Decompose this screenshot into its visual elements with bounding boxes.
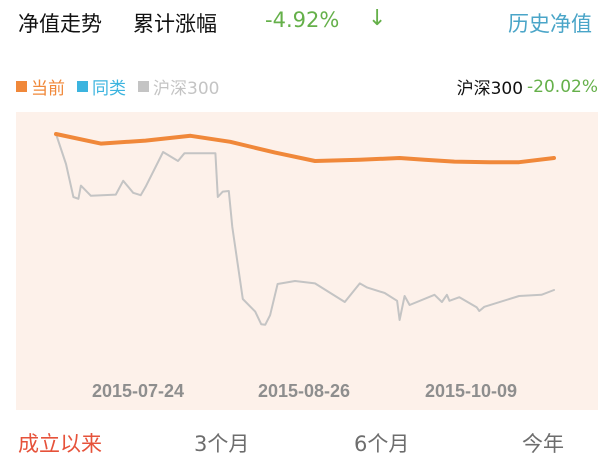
x-tick-label: 2015-08-26 bbox=[258, 381, 350, 401]
legend-label-csi300: 沪深300 bbox=[153, 78, 220, 99]
chart-title: 净值走势 bbox=[18, 12, 102, 36]
benchmark-label: 沪深300 bbox=[456, 79, 524, 99]
benchmark-value: -20.02% bbox=[527, 76, 598, 97]
legend-swatch-peer bbox=[77, 80, 88, 92]
tab-since-inception[interactable]: 成立以来 bbox=[18, 432, 102, 456]
series-line-current bbox=[54, 132, 556, 165]
down-arrow-icon: ↓ bbox=[368, 6, 387, 31]
legend-label-current: 当前 bbox=[31, 78, 65, 99]
tab-3-months[interactable]: 3个月 bbox=[194, 432, 250, 456]
series-line-csi300 bbox=[55, 133, 555, 326]
benchmark-summary: 沪深300 -20.02% bbox=[456, 74, 598, 100]
history-nav-link[interactable]: 历史净值 bbox=[508, 12, 592, 36]
x-axis-ticks: 2015-07-24 2015-08-26 2015-10-09 bbox=[92, 381, 517, 401]
period-tabs: 成立以来 3个月 6个月 今年 bbox=[0, 418, 610, 466]
legend-label-peer: 同类 bbox=[92, 78, 126, 99]
x-tick-label: 2015-07-24 bbox=[92, 381, 184, 401]
legend-swatch-current bbox=[16, 80, 27, 92]
tab-this-year[interactable]: 今年 bbox=[522, 432, 564, 456]
legend-item-csi300: 沪深300 bbox=[138, 74, 219, 99]
tab-6-months[interactable]: 6个月 bbox=[354, 432, 410, 456]
chart-area: 2015-07-24 2015-08-26 2015-10-09 bbox=[16, 112, 598, 410]
x-tick-label: 2015-10-09 bbox=[425, 381, 517, 401]
cumulative-gain-label: 累计涨幅 bbox=[133, 12, 217, 36]
chart-legend: 当前 同类 沪深300 bbox=[16, 74, 231, 99]
legend-item-peer: 同类 bbox=[77, 74, 126, 99]
legend-item-current: 当前 bbox=[16, 74, 65, 99]
series-layer bbox=[54, 132, 556, 326]
header: 净值走势 累计涨幅 -4.92% ↓ 历史净值 bbox=[0, 0, 610, 50]
legend-swatch-csi300 bbox=[138, 80, 149, 92]
cumulative-gain-value: -4.92% bbox=[265, 8, 340, 32]
line-chart: 2015-07-24 2015-08-26 2015-10-09 bbox=[54, 132, 556, 401]
